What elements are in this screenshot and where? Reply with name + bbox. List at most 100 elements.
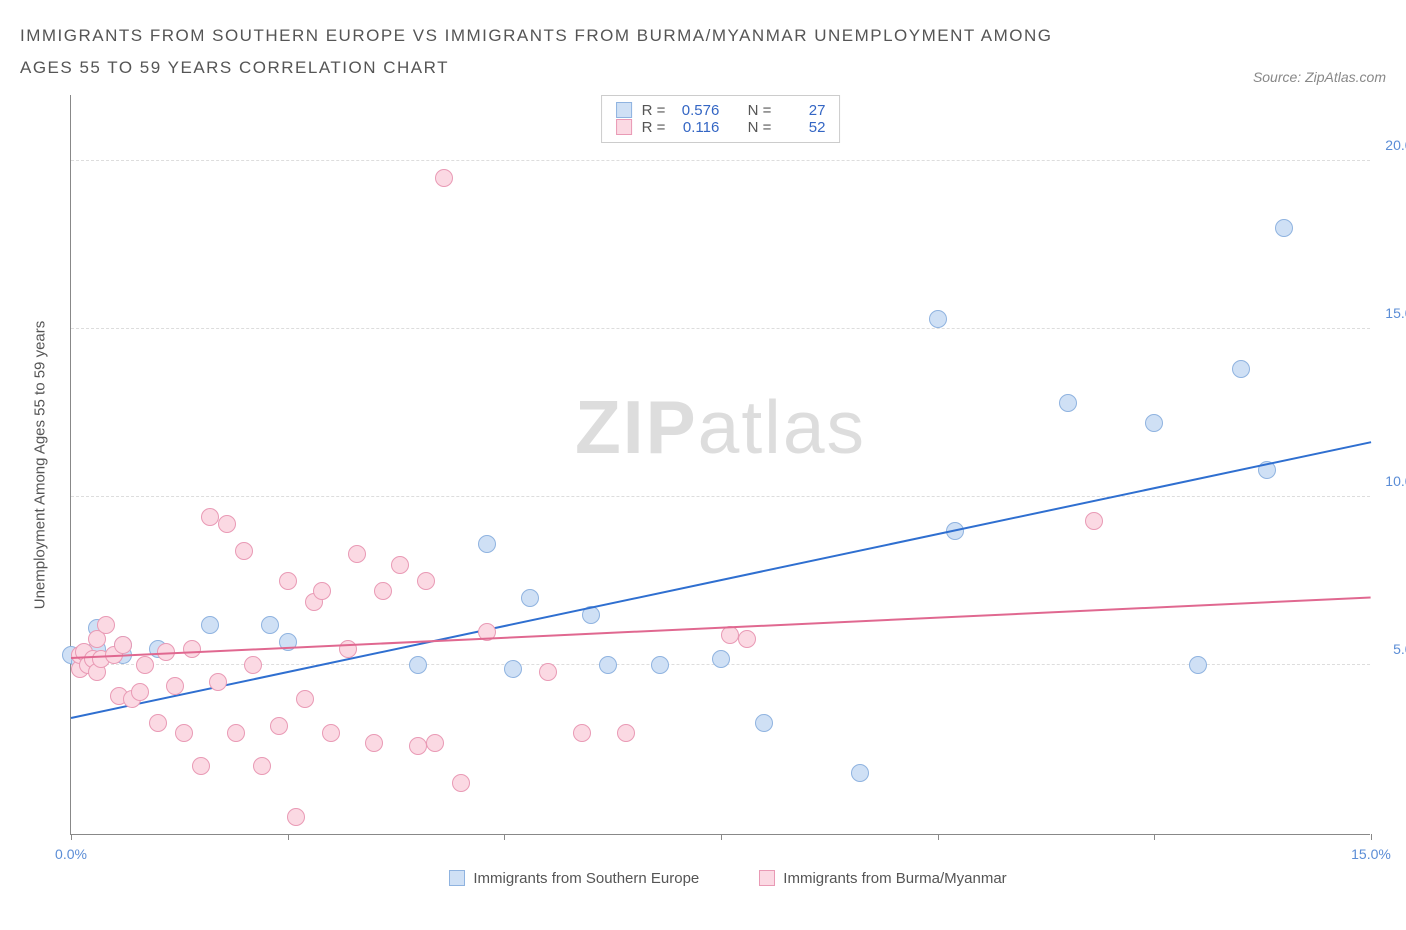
scatter-point — [209, 673, 227, 691]
scatter-point — [97, 616, 115, 634]
n-label: N = — [748, 102, 772, 119]
scatter-point — [175, 724, 193, 742]
legend-swatch — [449, 870, 465, 886]
scatter-point — [617, 724, 635, 742]
x-tick — [71, 834, 72, 840]
scatter-point — [721, 626, 739, 644]
scatter-plot: ZIPatlas R =0.576 N =27R =0.116 N =52 5.… — [70, 95, 1370, 835]
scatter-point — [573, 724, 591, 742]
scatter-point — [409, 656, 427, 674]
n-value: 27 — [781, 102, 825, 119]
page-title: IMMIGRANTS FROM SOUTHERN EUROPE VS IMMIG… — [20, 20, 1070, 85]
scatter-point — [313, 582, 331, 600]
scatter-point — [374, 582, 392, 600]
r-label: R = — [642, 102, 666, 119]
r-value: 0.116 — [675, 119, 719, 136]
scatter-point — [738, 630, 756, 648]
watermark: ZIPatlas — [575, 384, 866, 470]
scatter-point — [651, 656, 669, 674]
legend-item: Immigrants from Southern Europe — [449, 870, 699, 887]
legend-label: Immigrants from Southern Europe — [473, 870, 699, 887]
scatter-point — [149, 714, 167, 732]
y-tick-label: 15.0% — [1385, 305, 1406, 321]
scatter-point — [201, 508, 219, 526]
scatter-point — [270, 717, 288, 735]
x-tick — [288, 834, 289, 840]
scatter-point — [409, 737, 427, 755]
scatter-point — [599, 656, 617, 674]
gridline — [71, 160, 1370, 161]
source-label: Source: — [1253, 69, 1301, 85]
bottom-legend: Immigrants from Southern Europe Immigrant… — [70, 870, 1386, 887]
scatter-point — [183, 640, 201, 658]
scatter-point — [712, 650, 730, 668]
scatter-point — [1275, 219, 1293, 237]
scatter-point — [504, 660, 522, 678]
x-tick — [1371, 834, 1372, 840]
x-tick-label: 15.0% — [1351, 846, 1391, 862]
scatter-point — [1059, 394, 1077, 412]
scatter-point — [296, 690, 314, 708]
y-tick-label: 5.0% — [1393, 641, 1406, 657]
scatter-point — [851, 764, 869, 782]
stats-legend-box: R = 0.576 N = 27 R = 0.116 N = 52 — [601, 95, 841, 143]
scatter-point — [435, 169, 453, 187]
scatter-point — [287, 808, 305, 826]
scatter-point — [1232, 360, 1250, 378]
scatter-point — [539, 663, 557, 681]
y-axis-label: Unemployment Among Ages 55 to 59 years — [32, 320, 49, 609]
x-tick-label: 0.0% — [55, 846, 87, 862]
x-tick — [721, 834, 722, 840]
scatter-point — [929, 310, 947, 328]
scatter-point — [114, 636, 132, 654]
trend-line — [71, 441, 1371, 719]
y-tick-label: 10.0% — [1385, 473, 1406, 489]
r-label: R = — [642, 119, 666, 136]
scatter-point — [261, 616, 279, 634]
x-tick — [938, 834, 939, 840]
source-name: ZipAtlas.com — [1305, 69, 1386, 85]
scatter-point — [1145, 414, 1163, 432]
scatter-point — [391, 556, 409, 574]
scatter-point — [166, 677, 184, 695]
watermark-zip: ZIP — [575, 385, 698, 469]
scatter-point — [201, 616, 219, 634]
n-value: 52 — [781, 119, 825, 136]
scatter-point — [452, 774, 470, 792]
scatter-point — [478, 535, 496, 553]
scatter-point — [227, 724, 245, 742]
scatter-point — [417, 572, 435, 590]
n-label: N = — [748, 119, 772, 136]
scatter-point — [1085, 512, 1103, 530]
scatter-point — [218, 515, 236, 533]
stats-row: R = 0.116 N = 52 — [616, 119, 826, 136]
legend-swatch — [616, 102, 632, 118]
legend-swatch — [616, 119, 632, 135]
y-tick-label: 20.0% — [1385, 137, 1406, 153]
stats-row: R = 0.576 N = 27 — [616, 102, 826, 119]
scatter-point — [322, 724, 340, 742]
chart-container: Unemployment Among Ages 55 to 59 years Z… — [70, 95, 1386, 835]
watermark-atlas: atlas — [698, 385, 866, 469]
x-tick — [504, 834, 505, 840]
legend-swatch — [759, 870, 775, 886]
legend-item: Immigrants from Burma/Myanmar — [759, 870, 1006, 887]
scatter-point — [235, 542, 253, 560]
scatter-point — [192, 757, 210, 775]
x-tick — [1154, 834, 1155, 840]
source-credit: Source: ZipAtlas.com — [1253, 69, 1386, 85]
scatter-point — [253, 757, 271, 775]
scatter-point — [348, 545, 366, 563]
scatter-point — [426, 734, 444, 752]
scatter-point — [365, 734, 383, 752]
scatter-point — [136, 656, 154, 674]
gridline — [71, 328, 1370, 329]
scatter-point — [131, 683, 149, 701]
scatter-point — [339, 640, 357, 658]
scatter-point — [755, 714, 773, 732]
scatter-point — [521, 589, 539, 607]
scatter-point — [244, 656, 262, 674]
gridline — [71, 496, 1370, 497]
scatter-point — [279, 572, 297, 590]
r-value: 0.576 — [675, 102, 719, 119]
